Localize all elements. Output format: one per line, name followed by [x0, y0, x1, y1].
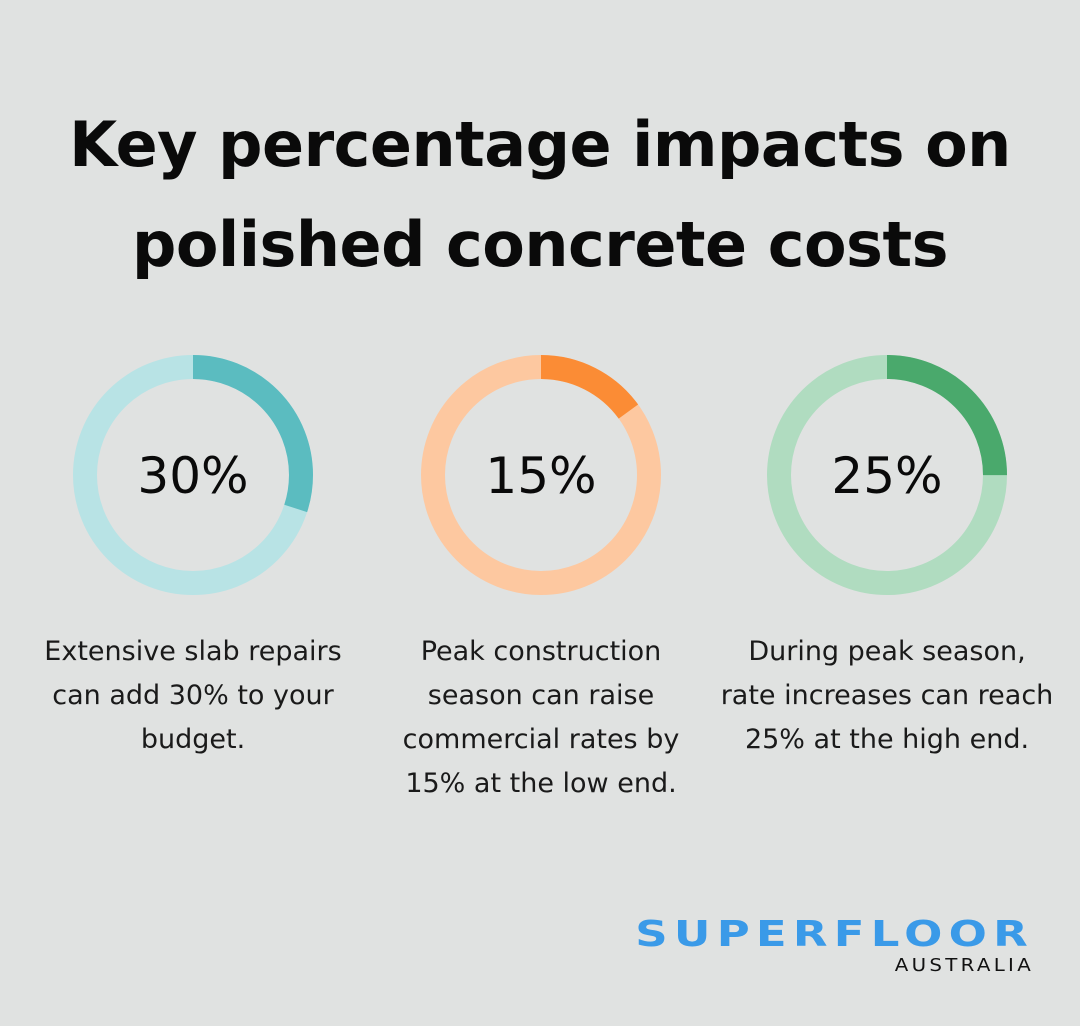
logo-subtitle: AUSTRALIA	[894, 955, 1034, 976]
donut-chart-2: 15%	[421, 355, 661, 595]
donut-value-arc	[421, 355, 661, 595]
brand-logo: SUPERFLOOR AUSTRALIA	[635, 915, 1034, 977]
donut-label: 25%	[831, 447, 942, 505]
stat-description: During peak season, rate increases can r…	[720, 636, 1054, 755]
logo-wordmark: SUPERFLOOR	[635, 914, 1034, 955]
stat-card-2: 15% Peak construction season can raise c…	[371, 350, 711, 806]
donut-label: 15%	[485, 447, 596, 505]
donut-value-arc	[73, 355, 313, 595]
stat-description: Peak construction season can raise comme…	[402, 636, 680, 799]
stat-description: Extensive slab repairs can add 30% to yo…	[44, 636, 342, 755]
donut-value-arc	[767, 355, 1007, 595]
stat-card-1: 30% Extensive slab repairs can add 30% t…	[23, 350, 363, 762]
stat-card-3: 25% During peak season, rate increases c…	[717, 350, 1057, 762]
donut-label: 30%	[137, 447, 248, 505]
page-title: Key percentage impacts on polished concr…	[69, 108, 1011, 281]
donut-chart-1: 30%	[73, 355, 313, 595]
donut-chart-3: 25%	[767, 355, 1007, 595]
